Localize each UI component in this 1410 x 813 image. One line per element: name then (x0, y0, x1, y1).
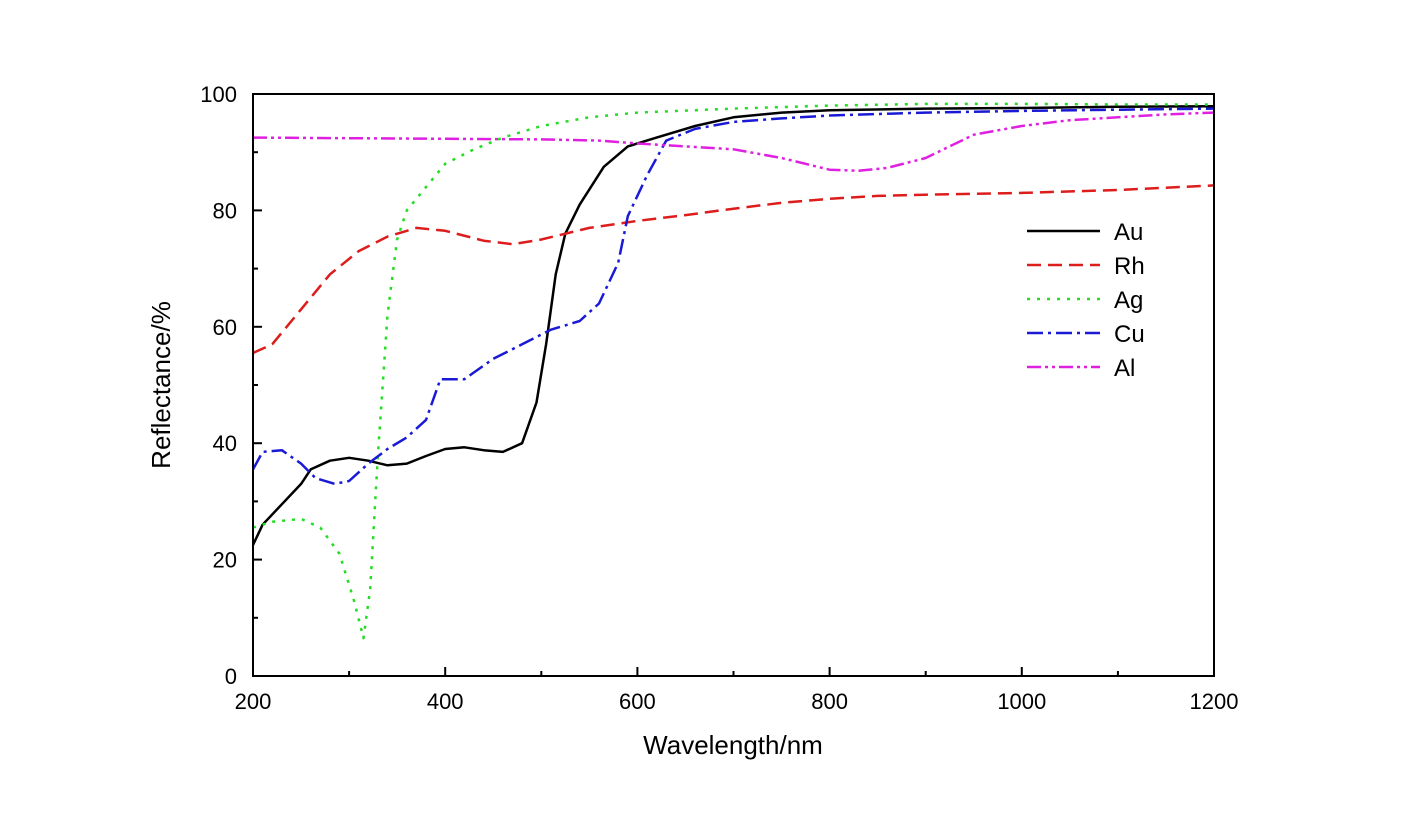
y-tick-label: 40 (213, 431, 237, 456)
y-tick-label: 100 (200, 82, 237, 107)
legend-label-al: Al (1114, 355, 1135, 382)
y-tick-label: 80 (213, 198, 237, 223)
legend-label-rh: Rh (1114, 253, 1145, 280)
series-line-ag (253, 102, 1214, 640)
series-line-rh (253, 184, 1214, 355)
x-tick-label: 200 (235, 689, 272, 714)
series-line-au (253, 104, 1214, 546)
x-tick-label: 400 (427, 689, 464, 714)
legend-label-au: Au (1114, 219, 1143, 246)
series-layer (253, 102, 1214, 640)
legend: Au Rh Ag Cu Al (1027, 219, 1145, 382)
plot-frame (252, 93, 1215, 677)
x-tick-label: 600 (619, 689, 656, 714)
series-line-al (253, 111, 1214, 173)
y-tick-label: 0 (225, 664, 237, 689)
y-tick-label: 60 (213, 315, 237, 340)
x-tick-label: 800 (811, 689, 848, 714)
legend-label-ag: Ag (1114, 287, 1143, 314)
series-line-cu (253, 107, 1214, 486)
y-tick-label: 20 (213, 548, 237, 573)
axis-ticks: 200 400 600 800 1000 1200 0 20 40 60 80 100 (200, 82, 1238, 714)
legend-label-cu: Cu (1114, 321, 1145, 348)
y-axis-title: Reflectance/% (146, 301, 176, 469)
x-tick-label: 1000 (997, 689, 1046, 714)
x-axis-title: Wavelength/nm (643, 730, 823, 760)
x-tick-label: 1200 (1190, 689, 1239, 714)
